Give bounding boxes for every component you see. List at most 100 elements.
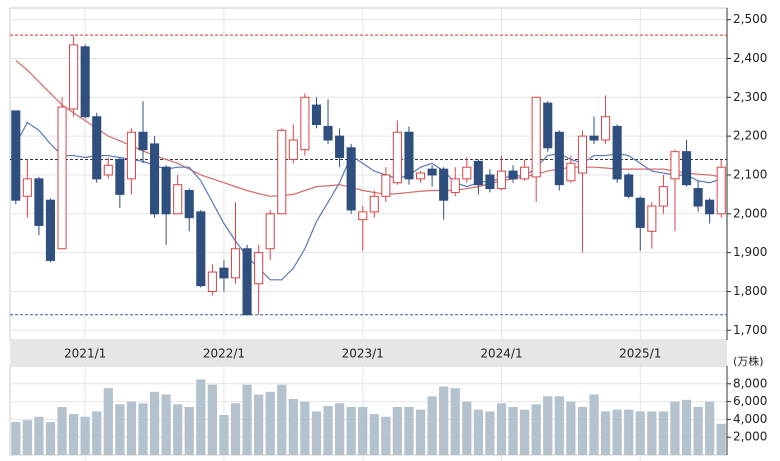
candle-body bbox=[624, 174, 634, 197]
candle-body bbox=[230, 248, 241, 279]
volume-bar bbox=[103, 388, 113, 455]
candle-body bbox=[34, 178, 44, 226]
volume-bar bbox=[126, 401, 137, 455]
candle-body bbox=[150, 143, 160, 215]
candle-body bbox=[462, 166, 472, 180]
candle-body bbox=[219, 267, 229, 279]
volume-bar bbox=[184, 406, 194, 455]
candle-body bbox=[173, 184, 183, 215]
volume-bar bbox=[508, 406, 518, 455]
volume-bar bbox=[242, 384, 252, 455]
candle-body bbox=[439, 168, 449, 201]
volume-bar bbox=[693, 406, 703, 455]
candle-body bbox=[601, 116, 611, 141]
volume-bar bbox=[612, 409, 622, 455]
candle-body bbox=[11, 110, 21, 201]
volume-bar bbox=[68, 414, 79, 455]
volume-axis-label: (万株) bbox=[733, 354, 764, 368]
candle-body bbox=[242, 248, 252, 316]
y-tick-label: 1,700 bbox=[733, 323, 767, 337]
candle-body bbox=[369, 195, 379, 213]
candle-body bbox=[705, 199, 715, 215]
candle-body bbox=[300, 96, 310, 151]
volume-bar bbox=[219, 414, 229, 455]
volume-bar bbox=[658, 411, 669, 455]
candle-body bbox=[658, 186, 668, 207]
volume-bar bbox=[230, 403, 241, 455]
candle-body bbox=[496, 170, 507, 190]
candle-body bbox=[92, 116, 102, 180]
volume-bar bbox=[323, 406, 333, 455]
candle-body bbox=[103, 164, 113, 176]
volume-bar bbox=[196, 379, 206, 455]
candle-body bbox=[277, 129, 287, 215]
volume-bar bbox=[566, 401, 576, 455]
volume-bar bbox=[543, 396, 553, 455]
volume-bar bbox=[161, 394, 171, 455]
y-tick-label: 2,200 bbox=[733, 129, 767, 143]
volume-bar bbox=[624, 409, 634, 455]
candle-body bbox=[196, 211, 206, 287]
volume-bar bbox=[670, 401, 680, 455]
candle-body bbox=[265, 213, 275, 250]
volume-bar bbox=[496, 403, 507, 455]
volume-bar bbox=[300, 401, 310, 455]
y-tick-label: 1,900 bbox=[733, 245, 767, 259]
candle-body bbox=[358, 211, 368, 221]
candle-body bbox=[589, 135, 599, 141]
x-tick-label: 2022/1 bbox=[203, 347, 245, 361]
candle-body bbox=[554, 131, 564, 186]
volume-bar bbox=[485, 411, 495, 455]
candle-body bbox=[404, 131, 414, 180]
candle-body bbox=[392, 131, 402, 184]
volume-bar bbox=[392, 406, 403, 455]
volume-bar bbox=[288, 398, 298, 455]
volume-bar bbox=[577, 406, 588, 455]
volume-bar bbox=[45, 422, 56, 455]
candle-body bbox=[508, 170, 518, 180]
volume-bar bbox=[115, 404, 125, 455]
volume-bar bbox=[381, 416, 391, 455]
candle-body bbox=[346, 147, 356, 211]
candle-body bbox=[450, 178, 460, 193]
volume-bar bbox=[57, 406, 67, 455]
volume-bar bbox=[554, 396, 564, 455]
volume-bar bbox=[22, 420, 32, 455]
volume-bar bbox=[34, 416, 44, 455]
volume-bar bbox=[173, 404, 183, 455]
candle-body bbox=[138, 131, 148, 151]
y-tick-label: 2,500 bbox=[733, 12, 767, 26]
y-tick-label: 1,800 bbox=[733, 284, 767, 298]
volume-bar bbox=[647, 411, 657, 455]
volume-bar bbox=[311, 411, 322, 455]
candle-body bbox=[716, 166, 726, 215]
volume-bar bbox=[358, 406, 368, 455]
volume-bar bbox=[265, 391, 275, 455]
candle-body bbox=[126, 131, 136, 180]
candle-body bbox=[427, 168, 437, 176]
x-tick-label: 2023/1 bbox=[342, 347, 384, 361]
candle-body bbox=[335, 135, 345, 158]
volume-bar bbox=[277, 384, 287, 455]
volume-bar bbox=[462, 401, 472, 455]
candle-body bbox=[22, 178, 32, 197]
y-tick-label: 4,000 bbox=[733, 412, 767, 426]
candle-body bbox=[612, 125, 622, 180]
volume-bar bbox=[427, 396, 437, 455]
volume-bar bbox=[600, 411, 611, 455]
candle-body bbox=[693, 188, 703, 207]
candle-body bbox=[681, 151, 692, 186]
volume-bar bbox=[92, 411, 102, 455]
candle-body bbox=[57, 106, 67, 250]
candle-body bbox=[288, 139, 298, 160]
volume-bar bbox=[716, 423, 726, 455]
x-tick-label: 2024/1 bbox=[480, 347, 522, 361]
candle-body bbox=[415, 172, 426, 180]
volume-bar bbox=[519, 409, 530, 455]
volume-bar bbox=[450, 388, 460, 455]
candle-body bbox=[543, 102, 553, 149]
candle-body bbox=[323, 125, 333, 141]
candle-body bbox=[473, 160, 483, 186]
volume-bar bbox=[207, 384, 218, 455]
